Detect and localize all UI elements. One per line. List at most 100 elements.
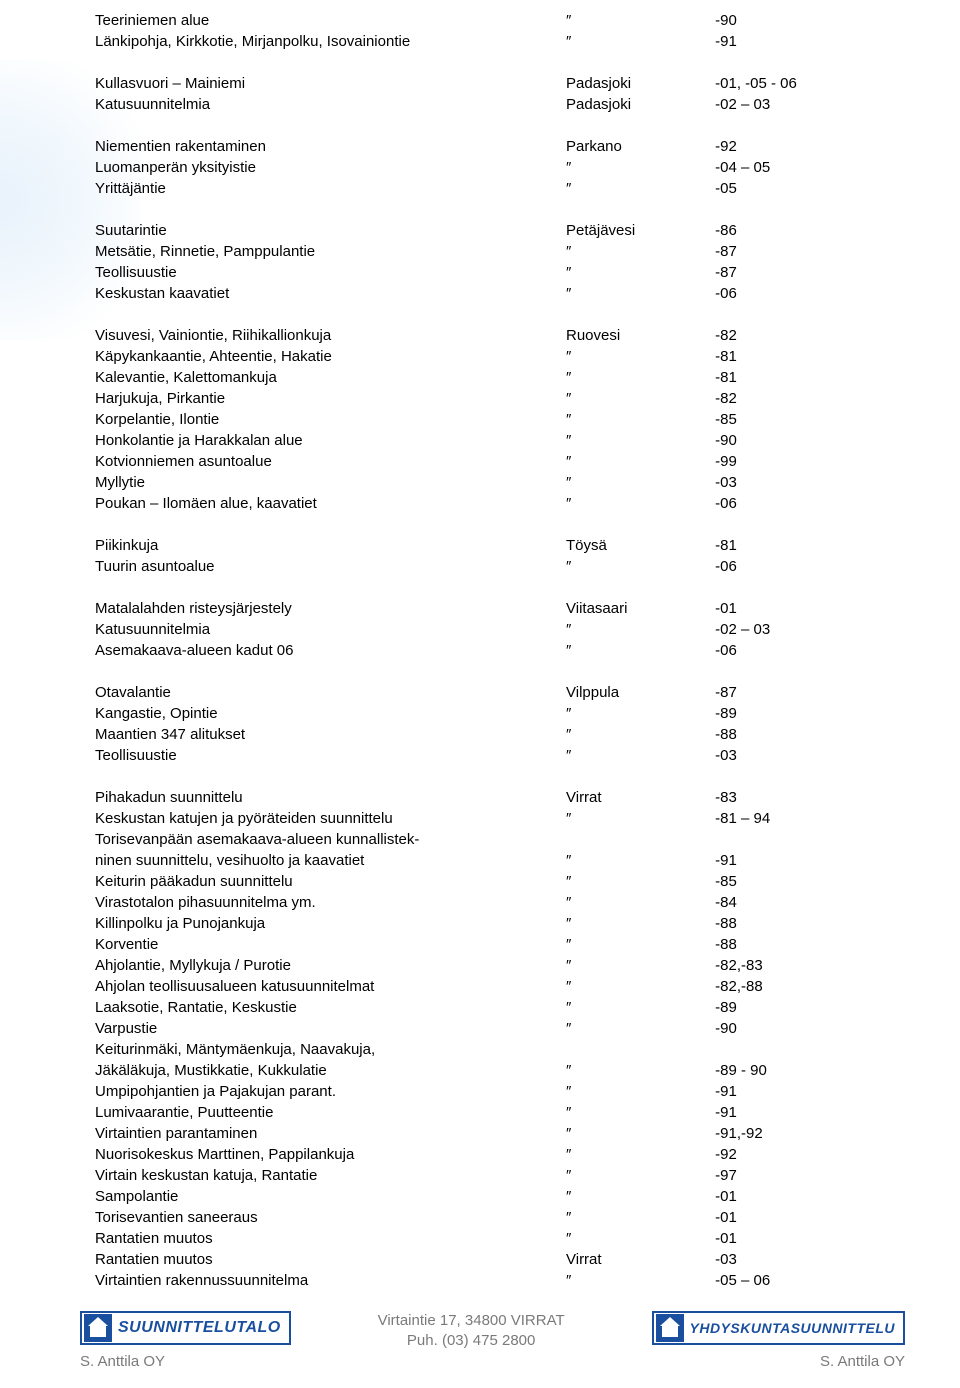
- code-cell: -97: [715, 1165, 880, 1186]
- code-cell: -85: [715, 409, 880, 430]
- code-cell: -92: [715, 136, 880, 157]
- code-cell: -81: [715, 535, 880, 556]
- desc-cell: Keiturin pääkadun suunnittelu: [95, 871, 566, 892]
- loc-cell: [566, 1039, 715, 1060]
- code-cell: -06: [715, 493, 880, 514]
- desc-cell: Niementien rakentaminen: [95, 136, 566, 157]
- table-row: Korventie″-88: [95, 934, 880, 955]
- loc-cell: ″: [566, 1123, 715, 1144]
- reference-table: Teeriniemen alue″-90Länkipohja, Kirkkoti…: [95, 10, 880, 1291]
- table-row: Harjukuja, Pirkantie″-82: [95, 388, 880, 409]
- code-cell: -91: [715, 31, 880, 52]
- loc-cell: Ruovesi: [566, 325, 715, 346]
- loc-cell: ″: [566, 892, 715, 913]
- loc-cell: ″: [566, 1270, 715, 1291]
- loc-cell: ″: [566, 871, 715, 892]
- desc-cell: Tuurin asuntoalue: [95, 556, 566, 577]
- table-row: Keskustan katujen ja pyöräteiden suunnit…: [95, 808, 880, 829]
- code-cell: -03: [715, 472, 880, 493]
- loc-cell: ″: [566, 745, 715, 766]
- code-cell: -01: [715, 1207, 880, 1228]
- code-cell: -91,-92: [715, 1123, 880, 1144]
- table-row: SuutarintiePetäjävesi-86: [95, 220, 880, 241]
- house-icon: [656, 1314, 684, 1342]
- desc-cell: Metsätie, Rinnetie, Pamppulantie: [95, 241, 566, 262]
- code-cell: -06: [715, 283, 880, 304]
- desc-cell: Kullasvuori – Mainiemi: [95, 73, 566, 94]
- table-row: Torisevanpään asemakaava-alueen kunnalli…: [95, 829, 880, 850]
- desc-cell: Myllytie: [95, 472, 566, 493]
- desc-cell: Korpelantie, Ilontie: [95, 409, 566, 430]
- table-row: Asemakaava-alueen kadut 06″-06: [95, 640, 880, 661]
- desc-cell: Nuorisokeskus Marttinen, Pappilankuja: [95, 1144, 566, 1165]
- table-row: Honkolantie ja Harakkalan alue″-90: [95, 430, 880, 451]
- table-row: Länkipohja, Kirkkotie, Mirjanpolku, Isov…: [95, 31, 880, 52]
- code-cell: -89: [715, 997, 880, 1018]
- table-row: Ahjolan teollisuusalueen katusuunnitelma…: [95, 976, 880, 997]
- desc-cell: Ahjolan teollisuusalueen katusuunnitelma…: [95, 976, 566, 997]
- code-cell: -91: [715, 1081, 880, 1102]
- code-cell: -01, -05 - 06: [715, 73, 880, 94]
- loc-cell: ″: [566, 997, 715, 1018]
- loc-cell: ″: [566, 1102, 715, 1123]
- table-row: Niementien rakentaminenParkano-92: [95, 136, 880, 157]
- loc-cell: Padasjoki: [566, 73, 715, 94]
- desc-cell: Länkipohja, Kirkkotie, Mirjanpolku, Isov…: [95, 31, 566, 52]
- code-cell: -88: [715, 913, 880, 934]
- desc-cell: Pihakadun suunnittelu: [95, 787, 566, 808]
- table-row: Matalalahden risteysjärjestelyViitasaari…: [95, 598, 880, 619]
- desc-cell: Jäkäläkuja, Mustikkatie, Kukkulatie: [95, 1060, 566, 1081]
- code-cell: -99: [715, 451, 880, 472]
- loc-cell: Virrat: [566, 787, 715, 808]
- loc-cell: ″: [566, 241, 715, 262]
- desc-cell: Teeriniemen alue: [95, 10, 566, 31]
- table-row: Laaksotie, Rantatie, Keskustie″-89: [95, 997, 880, 1018]
- loc-cell: ″: [566, 1081, 715, 1102]
- code-cell: -88: [715, 724, 880, 745]
- desc-cell: Laaksotie, Rantatie, Keskustie: [95, 997, 566, 1018]
- code-cell: -81: [715, 367, 880, 388]
- table-row: Lumivaarantie, Puutteentie″-91: [95, 1102, 880, 1123]
- table-row: Varpustie″-90: [95, 1018, 880, 1039]
- code-cell: -87: [715, 682, 880, 703]
- table-row: Sampolantie″-01: [95, 1186, 880, 1207]
- loc-cell: ″: [566, 1060, 715, 1081]
- table-row: Poukan – Ilomäen alue, kaavatiet″-06: [95, 493, 880, 514]
- code-cell: -90: [715, 1018, 880, 1039]
- table-row: Visuvesi, Vainiontie, RiihikallionkujaRu…: [95, 325, 880, 346]
- code-cell: -82: [715, 388, 880, 409]
- loc-cell: Padasjoki: [566, 94, 715, 115]
- loc-cell: Töysä: [566, 535, 715, 556]
- loc-cell: ″: [566, 31, 715, 52]
- desc-cell: Keiturinmäki, Mäntymäenkuja, Naavakuja,: [95, 1039, 566, 1060]
- code-cell: -87: [715, 262, 880, 283]
- desc-cell: Teollisuustie: [95, 262, 566, 283]
- code-cell: -81 – 94: [715, 808, 880, 829]
- loc-cell: ″: [566, 262, 715, 283]
- desc-cell: Teollisuustie: [95, 745, 566, 766]
- logo-right-text: YHDYSKUNTASUUNNITTELU: [690, 1320, 895, 1336]
- loc-cell: ″: [566, 850, 715, 871]
- table-row: Pihakadun suunnitteluVirrat-83: [95, 787, 880, 808]
- loc-cell: ″: [566, 976, 715, 997]
- group-spacer: [95, 304, 880, 325]
- desc-cell: Otavalantie: [95, 682, 566, 703]
- desc-cell: Sampolantie: [95, 1186, 566, 1207]
- code-cell: [715, 1039, 880, 1060]
- code-cell: -81: [715, 346, 880, 367]
- desc-cell: Poukan – Ilomäen alue, kaavatiet: [95, 493, 566, 514]
- loc-cell: ″: [566, 472, 715, 493]
- code-cell: -82: [715, 325, 880, 346]
- table-row: Tuurin asuntoalue″-06: [95, 556, 880, 577]
- table-row: Virtain keskustan katuja, Rantatie″-97: [95, 1165, 880, 1186]
- code-cell: -03: [715, 1249, 880, 1270]
- table-row: Keskustan kaavatiet″-06: [95, 283, 880, 304]
- code-cell: -89: [715, 703, 880, 724]
- desc-cell: Matalalahden risteysjärjestely: [95, 598, 566, 619]
- table-row: Katusuunnitelmia″-02 – 03: [95, 619, 880, 640]
- desc-cell: Torisevantien saneeraus: [95, 1207, 566, 1228]
- loc-cell: ″: [566, 409, 715, 430]
- loc-cell: ″: [566, 1228, 715, 1249]
- table-row: Teeriniemen alue″-90: [95, 10, 880, 31]
- loc-cell: ″: [566, 283, 715, 304]
